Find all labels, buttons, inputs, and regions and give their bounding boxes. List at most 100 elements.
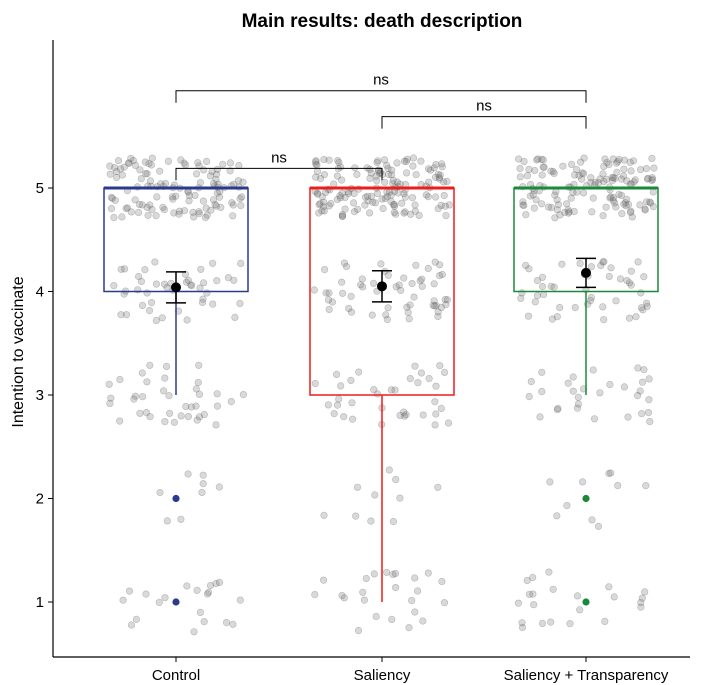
- jitter-point: [142, 170, 150, 178]
- jitter-point: [600, 162, 608, 170]
- jitter-point: [431, 258, 439, 266]
- jitter-point: [358, 275, 366, 283]
- jitter-point: [622, 202, 630, 210]
- jitter-point: [320, 207, 328, 215]
- jitter-point: [338, 212, 347, 220]
- jitter-point: [153, 193, 161, 201]
- jitter-point: [625, 279, 634, 287]
- jitter-point: [213, 189, 221, 197]
- jitter-point: [637, 304, 646, 312]
- jitter-point: [620, 165, 628, 173]
- jitter-point: [127, 154, 135, 162]
- jitter-point: [202, 213, 210, 222]
- jitter-point: [533, 277, 542, 285]
- jitter-point: [434, 205, 442, 213]
- jitter-point: [639, 306, 647, 314]
- jitter-point: [338, 212, 347, 220]
- jitter-point: [548, 315, 557, 323]
- jitter-point: [432, 193, 440, 201]
- jitter-point: [312, 157, 320, 165]
- jitter-point: [531, 298, 539, 306]
- jitter-point: [436, 261, 444, 269]
- jitter-point: [624, 413, 632, 421]
- jitter-point: [436, 272, 444, 280]
- jitter-point: [400, 157, 409, 165]
- jitter-point: [425, 375, 433, 383]
- jitter-point: [617, 175, 626, 183]
- jitter-point: [131, 161, 140, 169]
- jitter-point: [206, 172, 214, 180]
- jitter-point: [641, 588, 649, 596]
- jitter-point: [135, 200, 143, 208]
- jitter-point: [573, 592, 582, 600]
- jitter-point: [618, 210, 626, 218]
- jitter-point: [170, 418, 178, 426]
- jitter-point: [401, 208, 409, 216]
- jitter-point: [574, 400, 583, 408]
- jitter-point: [578, 175, 586, 183]
- jitter-point: [158, 314, 166, 322]
- jitter-point: [359, 283, 367, 291]
- jitter-point: [224, 274, 232, 282]
- jitter-point: [558, 260, 566, 268]
- jitter-point: [333, 172, 342, 180]
- jitter-point: [333, 195, 341, 204]
- jitter-point: [170, 209, 178, 217]
- jitter-point: [605, 469, 613, 478]
- jitter-point: [393, 159, 401, 167]
- jitter-point: [637, 603, 645, 611]
- jitter-point: [177, 412, 185, 420]
- jitter-point: [396, 411, 404, 420]
- mean-point: [581, 267, 591, 278]
- jitter-point: [578, 478, 587, 486]
- jitter-point: [370, 386, 378, 394]
- jitter-point: [578, 169, 586, 177]
- jitter-point: [403, 169, 411, 177]
- jitter-point: [338, 591, 346, 600]
- jitter-point: [607, 193, 615, 201]
- jitter-point: [131, 392, 139, 400]
- jitter-point: [175, 210, 183, 218]
- jitter-point: [641, 205, 649, 213]
- jitter-point: [236, 596, 244, 604]
- jitter-point: [189, 208, 197, 216]
- jitter-point: [571, 304, 579, 312]
- jitter-point: [411, 201, 419, 209]
- jitter-point: [230, 276, 238, 284]
- jitter-point: [539, 291, 548, 299]
- jitter-point: [563, 200, 571, 208]
- jitter-point: [237, 202, 245, 210]
- jitter-point: [567, 160, 576, 168]
- y-tick-label: 5: [36, 180, 44, 197]
- jitter-point: [231, 313, 239, 322]
- jitter-point: [614, 482, 622, 490]
- jitter-point: [146, 201, 154, 209]
- jitter-point: [193, 586, 201, 594]
- jitter-point: [617, 191, 626, 199]
- jitter-point: [148, 205, 156, 214]
- jitter-point: [236, 299, 244, 308]
- jitter-point: [409, 154, 418, 162]
- jitter-point: [383, 193, 391, 201]
- jitter-point: [441, 202, 449, 210]
- jitter-point: [130, 395, 138, 403]
- jitter-point: [118, 213, 126, 221]
- jitter-point: [393, 178, 401, 186]
- jitter-point: [203, 289, 211, 297]
- jitter-point: [383, 568, 391, 576]
- jitter-point: [229, 620, 237, 628]
- jitter-point: [371, 199, 379, 207]
- jitter-point: [426, 166, 435, 174]
- significance-bracket: [381, 116, 587, 129]
- jitter-point: [376, 169, 384, 177]
- jitter-point: [554, 404, 562, 413]
- jitter-point: [429, 301, 437, 309]
- jitter-point: [430, 297, 438, 305]
- jitter-point: [338, 189, 346, 197]
- jitter-point: [312, 173, 320, 181]
- jitter-point: [228, 199, 236, 207]
- jitter-point: [320, 511, 328, 519]
- jitter-point: [180, 207, 189, 215]
- jitter-point: [388, 166, 396, 174]
- jitter-point: [537, 200, 546, 208]
